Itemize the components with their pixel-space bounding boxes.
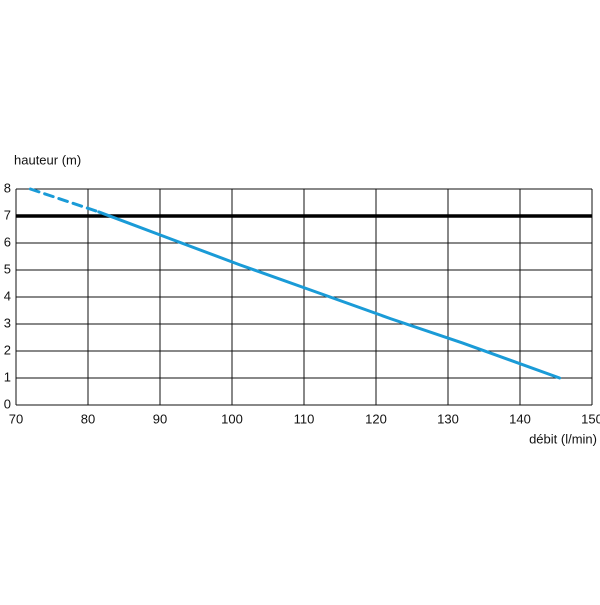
x-tick-label: 90 [153,411,167,426]
y-tick-label: 0 [4,396,11,411]
x-tick-label: 100 [221,411,243,426]
curve [28,187,101,214]
x-tick-label: 120 [365,411,387,426]
x-tick-label: 70 [9,411,23,426]
x-tick-label: 80 [81,411,95,426]
y-tick-label: 8 [4,180,11,195]
y-tick-label: 2 [4,342,11,357]
curve [97,210,562,380]
y-tick-label: 1 [4,369,11,384]
y-tick-label: 3 [4,315,11,330]
y-axis-label: hauteur (m) [14,152,81,167]
x-tick-label: 140 [509,411,531,426]
x-tick-label: 110 [294,411,315,426]
y-tick-label: 4 [4,288,11,303]
x-tick-label: 130 [437,411,459,426]
y-tick-label: 5 [4,261,11,276]
y-tick-label: 7 [4,207,11,222]
x-tick-label: 150 [581,411,600,426]
y-tick-label: 6 [4,234,11,249]
x-axis-label: débit (l/min) [529,431,597,446]
